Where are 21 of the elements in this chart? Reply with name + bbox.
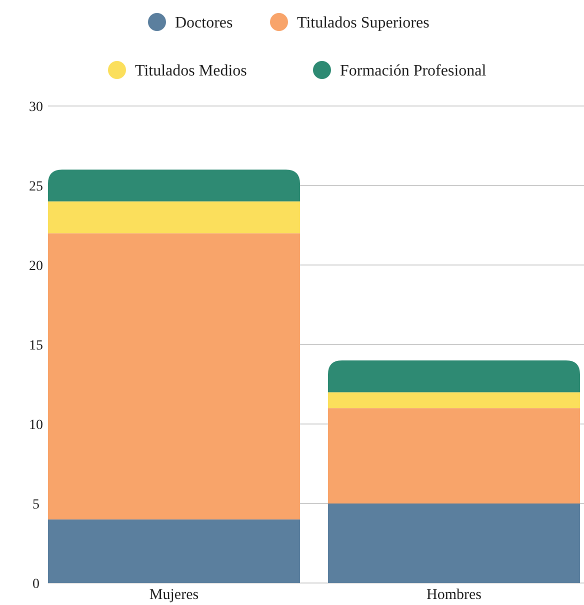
y-tick-label: 5	[32, 497, 40, 512]
y-tick-label: 15	[29, 338, 43, 354]
y-tick-label: 30	[29, 100, 43, 115]
legend-label: Doctores	[175, 14, 233, 32]
legend-label: Titulados Medios	[135, 62, 247, 80]
x-tick-label: Mujeres	[149, 587, 199, 603]
bar	[328, 360, 580, 392]
bar	[48, 233, 300, 520]
y-tick-label: 10	[29, 418, 43, 433]
bar	[328, 504, 580, 583]
bar	[48, 201, 300, 234]
y-tick-label: 25	[29, 179, 43, 194]
bar	[328, 408, 580, 504]
legend-label: Titulados Superiores	[297, 14, 430, 32]
legend-label: Formación Profesional	[340, 62, 487, 80]
bar	[48, 170, 300, 202]
y-tick-label: 20	[29, 258, 43, 274]
y-tick-label: 0	[32, 576, 40, 592]
bar	[48, 519, 300, 583]
bar	[328, 392, 580, 408]
x-tick-label: Hombres	[426, 587, 482, 603]
